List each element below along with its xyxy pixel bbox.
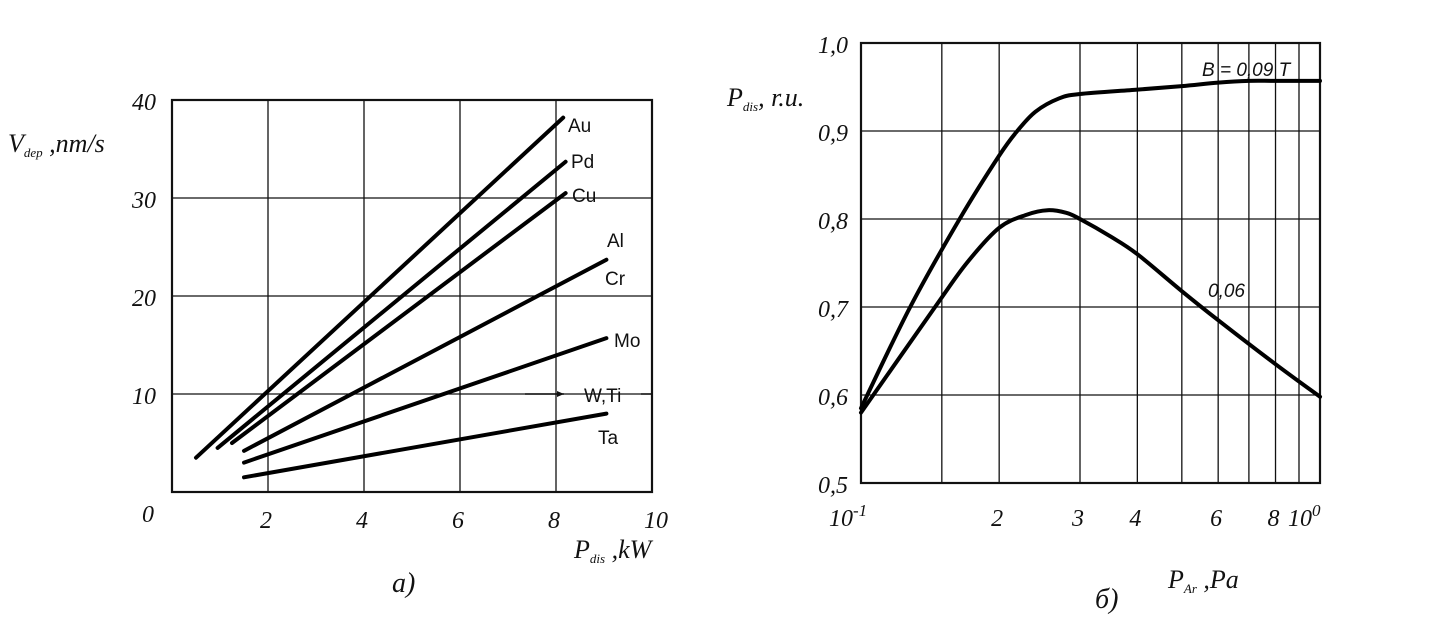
- y-tick-label: 0,9: [818, 121, 848, 147]
- y-tick-label: 10: [132, 384, 156, 410]
- x-tick-label: 10: [644, 508, 668, 534]
- x-tick-label: 4: [356, 508, 368, 534]
- y-tick-label: 0,5: [818, 473, 848, 499]
- series-line-pd: [215, 159, 568, 450]
- curve-label-mo: Mo: [614, 331, 640, 352]
- w-ti-arrow-head: [557, 391, 564, 397]
- y-tick-label: 0,8: [818, 209, 848, 235]
- y-tick-label: 0,7: [818, 297, 849, 323]
- x-axis-label-a: Pdis ,kW: [573, 535, 654, 566]
- plot-frame: [170, 98, 654, 494]
- series-label-b006: 0,06: [1208, 281, 1245, 302]
- x-tick-label: 10-1: [829, 501, 867, 532]
- curve-label-cu: Cu: [572, 186, 596, 207]
- series-line-ta: [242, 411, 609, 480]
- y-tick-label: 0,6: [818, 385, 848, 411]
- chart-discharge-power: 0,5 0,6 0,7 0,8 0,9 1,0 10-1 2 3 4 6 8 100: [818, 33, 1322, 532]
- series-label-b009: B = 0,09 T: [1202, 60, 1292, 81]
- series-line-cu: [230, 191, 568, 445]
- x-axis-label-b: PAr ,Pa: [1167, 565, 1239, 596]
- x-tick-label: 6: [452, 508, 464, 534]
- x-tick-label: 4: [1129, 506, 1141, 532]
- y-axis-label-b: Pdis, r.u.: [726, 83, 804, 114]
- x-tick-label: 6: [1210, 506, 1222, 532]
- series-line-al-cr: [242, 257, 609, 453]
- plot-frame: [859, 41, 1322, 485]
- x-tick-label: 8: [1268, 506, 1280, 532]
- chart-deposition-rate: 0 2 4 6 8 10 10 20 30 40: [131, 90, 668, 534]
- caption-a: а): [392, 568, 415, 599]
- series-curve-b-0-06: [859, 208, 1322, 415]
- curve-label-pd: Pd: [571, 152, 594, 173]
- curve-label-al: Al: [607, 231, 624, 252]
- x-tick-label: 8: [548, 508, 560, 534]
- y-tick-label: 20: [132, 286, 156, 312]
- y-tick-label: 40: [132, 90, 156, 116]
- x-tick-label: 2: [991, 506, 1003, 532]
- y-axis-label-a: Vdep ,nm/s: [8, 129, 105, 160]
- curve-label-ta: Ta: [598, 428, 619, 449]
- curve-label-cr: Cr: [605, 269, 626, 290]
- series-line-au: [194, 115, 566, 460]
- series-curve-b-0-09t: [859, 78, 1322, 411]
- x-tick-label: 2: [260, 508, 272, 534]
- x-tick-label: 3: [1071, 506, 1084, 532]
- curve-label-w-ti: W,Ti: [584, 386, 621, 407]
- y-tick-label: 1,0: [818, 33, 848, 59]
- x-tick-label: 0: [142, 502, 154, 528]
- x-tick-label: 100: [1288, 501, 1321, 532]
- series-line-mo: [242, 336, 609, 465]
- y-tick-label: 30: [131, 188, 156, 214]
- caption-b: б): [1095, 584, 1118, 615]
- curve-label-au: Au: [568, 116, 591, 137]
